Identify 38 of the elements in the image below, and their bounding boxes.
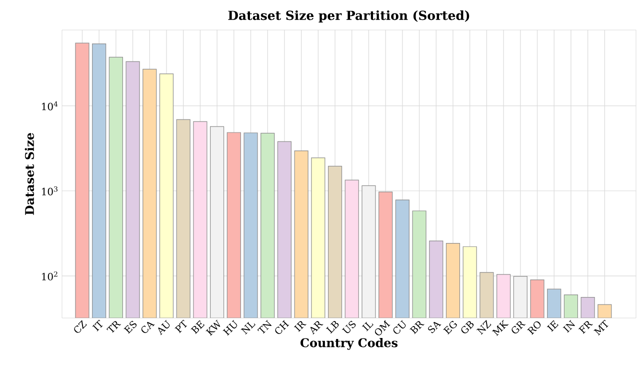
- x-tick-label: NL: [240, 322, 256, 335]
- x-tick-label: PT: [174, 320, 187, 334]
- x-tick-label: CA: [141, 322, 155, 333]
- x-tick-label: IN: [562, 320, 575, 333]
- y-tick-label: 10$^{2}$: [42, 271, 58, 280]
- x-tick-label: KW: [206, 320, 220, 336]
- y-tick-label: 10$^{3}$: [42, 186, 58, 196]
- x-tick-label: TN: [257, 320, 272, 334]
- x-tick-label: TR: [106, 321, 121, 333]
- x-tick-label: BR: [410, 321, 424, 334]
- x-tick-label: US: [342, 320, 356, 334]
- x-tick-label: SA: [428, 322, 442, 334]
- x-tick-label: AR: [310, 321, 324, 334]
- x-axis-title: Country Codes: [300, 338, 398, 350]
- x-tick-label: NZ: [476, 320, 492, 335]
- x-tick-label: IE: [546, 320, 558, 332]
- x-tick-label: FR: [578, 321, 593, 334]
- x-tick-label: RO: [527, 321, 541, 335]
- x-tick-label: OM: [374, 320, 390, 336]
- x-tick-label: CU: [393, 320, 406, 334]
- x-tick-label: AU: [158, 320, 170, 336]
- chart-title: Dataset Size per Partition (Sorted): [228, 10, 470, 22]
- x-tick-label: CH: [275, 320, 290, 334]
- x-tick-label: CZ: [74, 320, 87, 333]
- y-axis-title: Dataset Size: [24, 133, 34, 215]
- x-tick-label: GB: [461, 321, 474, 334]
- y-tick-label: 10$^{4}$: [42, 101, 58, 110]
- x-tick-label: IT: [92, 320, 103, 332]
- x-tick-label: GR: [512, 321, 526, 334]
- x-tick-label: EG: [443, 320, 458, 335]
- x-tick-label: BE: [190, 320, 205, 334]
- x-tick-label: IR: [294, 321, 306, 332]
- x-tick-label: IL: [362, 322, 374, 332]
- x-tick-label: HU: [222, 320, 238, 336]
- x-tick-label: MK: [492, 320, 509, 336]
- x-tick-label: MT: [594, 320, 608, 336]
- x-tick-label: LB: [326, 321, 339, 334]
- x-tick-label: ES: [124, 320, 137, 334]
